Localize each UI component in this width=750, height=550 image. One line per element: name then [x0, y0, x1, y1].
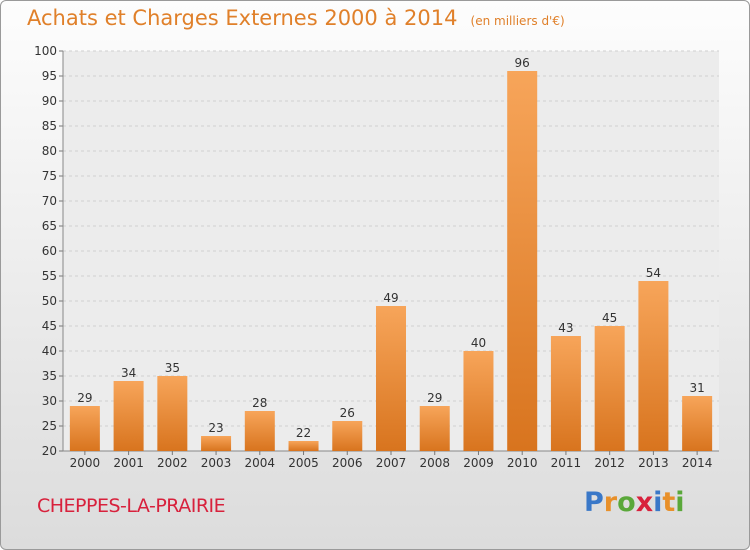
x-tick-label: 2012 — [594, 456, 625, 470]
y-tick-label: 80 — [42, 144, 57, 158]
bar — [69, 406, 100, 451]
y-tick-label: 85 — [42, 119, 57, 133]
y-tick-label: 35 — [42, 369, 57, 383]
data-label: 96 — [515, 56, 530, 70]
x-tick-label: 2006 — [332, 456, 363, 470]
bar — [419, 406, 450, 451]
data-label: 45 — [602, 311, 617, 325]
data-label: 31 — [689, 381, 704, 395]
bar — [682, 396, 713, 451]
data-label: 35 — [165, 361, 180, 375]
y-tick-label: 45 — [42, 319, 57, 333]
bar — [288, 441, 319, 451]
y-tick-label: 75 — [42, 169, 57, 183]
brand-letter: r — [603, 487, 618, 518]
y-tick-label: 100 — [34, 44, 57, 58]
bar — [550, 336, 581, 451]
brand-letter: i — [675, 487, 685, 518]
x-tick-label: 2000 — [70, 456, 101, 470]
bar — [157, 376, 188, 451]
bar — [594, 326, 625, 451]
brand-letter: t — [662, 487, 676, 518]
x-tick-label: 2010 — [507, 456, 538, 470]
y-tick-label: 50 — [42, 294, 57, 308]
data-label: 23 — [208, 421, 223, 435]
x-tick-label: 2003 — [201, 456, 232, 470]
y-tick-label: 65 — [42, 219, 57, 233]
y-tick-label: 20 — [42, 444, 57, 458]
x-tick-label: 2007 — [376, 456, 407, 470]
data-label: 34 — [121, 366, 136, 380]
data-label: 43 — [558, 321, 573, 335]
y-tick-label: 40 — [42, 344, 57, 358]
x-tick-label: 2005 — [288, 456, 319, 470]
x-tick-label: 2001 — [113, 456, 144, 470]
bar — [638, 281, 669, 451]
brand-letter: i — [653, 487, 663, 518]
brand-letter: P — [584, 487, 604, 518]
chart-unit: (en milliers d'€) — [470, 14, 565, 28]
bar — [463, 351, 494, 451]
chart-title: Achats et Charges Externes 2000 à 2014 — [27, 6, 458, 30]
brand-logo: Proxiti — [584, 487, 685, 518]
bar — [376, 306, 406, 451]
x-tick-label: 2013 — [638, 456, 669, 470]
y-tick-label: 90 — [42, 94, 57, 108]
y-tick-label: 70 — [42, 194, 57, 208]
data-label: 29 — [77, 391, 92, 405]
data-label: 29 — [427, 391, 442, 405]
title-row: Achats et Charges Externes 2000 à 2014 (… — [27, 6, 565, 30]
y-tick-label: 55 — [42, 269, 57, 283]
x-tick-label: 2014 — [682, 456, 713, 470]
bar — [113, 381, 144, 451]
y-tick-label: 95 — [42, 69, 57, 83]
bar — [244, 411, 275, 451]
x-tick-label: 2008 — [419, 456, 450, 470]
y-tick-label: 60 — [42, 244, 57, 258]
data-label: 49 — [383, 291, 398, 305]
bar — [332, 421, 363, 451]
commune-name: CHEPPES-LA-PRAIRIE — [37, 495, 226, 517]
data-label: 54 — [646, 266, 661, 280]
x-tick-label: 2009 — [463, 456, 494, 470]
bar — [507, 71, 538, 451]
x-tick-label: 2004 — [245, 456, 276, 470]
x-tick-label: 2011 — [551, 456, 582, 470]
bar — [201, 436, 232, 451]
data-label: 26 — [340, 406, 355, 420]
x-tick-label: 2002 — [157, 456, 188, 470]
y-tick-label: 25 — [42, 419, 57, 433]
data-label: 28 — [252, 396, 267, 410]
y-tick-label: 30 — [42, 394, 57, 408]
brand-letter: o — [617, 487, 636, 518]
data-label: 22 — [296, 426, 311, 440]
brand-letter: x — [635, 487, 654, 518]
data-label: 40 — [471, 336, 486, 350]
